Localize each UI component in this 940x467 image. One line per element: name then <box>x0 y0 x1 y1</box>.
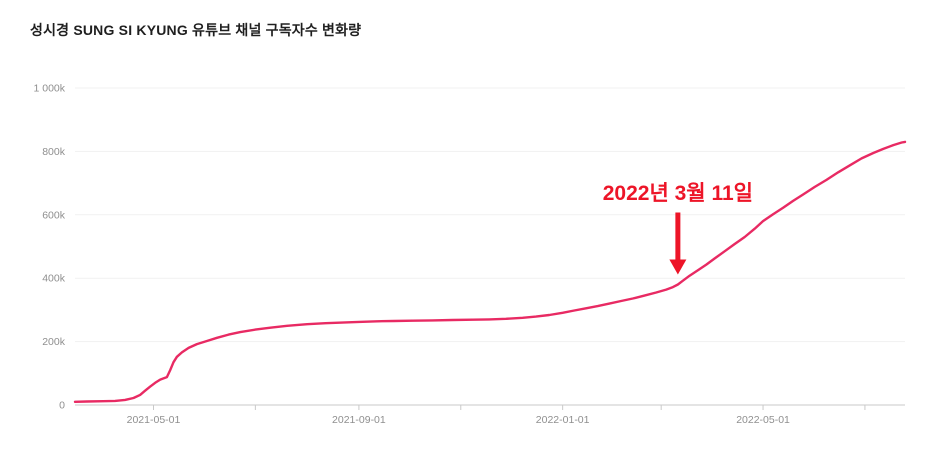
x-tick-label: 2022-05-01 <box>736 414 790 426</box>
x-tick-label: 2022-01-01 <box>536 414 590 426</box>
y-tick-label: 200k <box>42 336 66 348</box>
y-axis-labels: 0 200k 400k 600k 800k 1 000k <box>33 83 65 412</box>
y-tick-label: 800k <box>42 146 66 158</box>
y-gridlines <box>75 87 905 343</box>
annotation-label: 2022년 3월 11일 <box>602 181 753 205</box>
annotation-arrow <box>669 212 687 275</box>
x-axis-labels: 2021-05-01 2021-09-01 2022-01-01 2022-05-01 <box>127 405 866 426</box>
y-tick-label: 1 000k <box>33 83 65 95</box>
x-tick-label: 2021-05-01 <box>127 414 181 426</box>
y-tick-label: 400k <box>42 273 66 285</box>
chart-title: 성시경 SUNG SI KYUNG 유튜브 채널 구독자수 변화량 <box>30 22 362 38</box>
series-line <box>73 140 907 403</box>
y-tick-label: 0 <box>59 400 65 412</box>
arrow-head <box>669 259 687 275</box>
y-tick-label: 600k <box>42 209 66 221</box>
x-tick-label: 2021-09-01 <box>332 414 386 426</box>
